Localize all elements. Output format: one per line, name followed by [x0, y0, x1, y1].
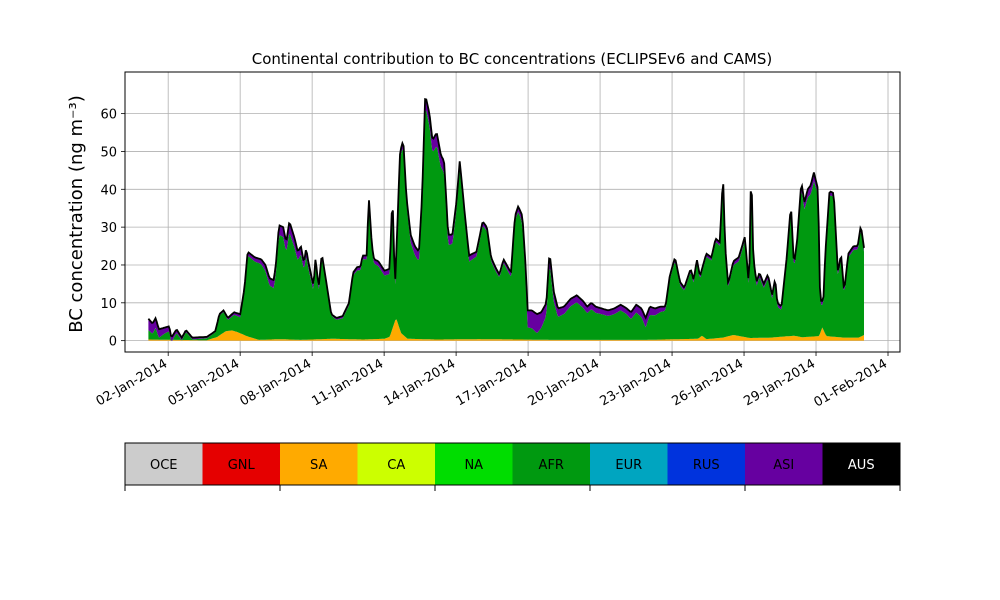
legend-label-eur: EUR — [615, 458, 642, 473]
legend-label-rus: RUS — [693, 458, 720, 473]
colorbar-legend: OCE GNL SA CA NA AFR EUR RUS ASI AUS — [124, 442, 901, 491]
legend-swatch-na — [435, 443, 513, 485]
legend-label-ca: CA — [387, 458, 405, 473]
x-tick-label: 01-Feb-2014 — [811, 356, 890, 410]
x-tick-label: 05-Jan-2014 — [166, 356, 243, 409]
x-tick-label: 14-Jan-2014 — [382, 356, 459, 409]
grid — [125, 72, 900, 352]
legend-label-oce: OCE — [150, 458, 178, 473]
legend-label-na: NA — [464, 458, 483, 473]
x-tick-label: 08-Jan-2014 — [238, 356, 315, 409]
legend-label-sa: SA — [310, 458, 327, 473]
plot-areas — [147, 98, 865, 341]
legend-label-afr: AFR — [539, 458, 564, 473]
x-tick-label: 02-Jan-2014 — [94, 356, 171, 409]
x-tick-label: 17-Jan-2014 — [454, 356, 531, 409]
legend-label-asi: ASI — [773, 458, 794, 473]
y-tick-label: 0 — [109, 335, 117, 350]
legend-swatch-gnl — [202, 443, 280, 485]
y-axis-label: BC concentration (ng m⁻³) — [66, 95, 87, 333]
legend-swatch-aus — [822, 443, 900, 485]
legend-swatch-sa — [280, 443, 358, 485]
x-tick-label: 20-Jan-2014 — [525, 356, 602, 409]
plot-frame — [124, 71, 901, 353]
y-tick-label: 40 — [100, 183, 117, 198]
y-tick-label: 50 — [100, 145, 117, 160]
y-tick-label: 10 — [100, 297, 117, 312]
legend-swatch-oce — [125, 443, 203, 485]
legend-label-aus: AUS — [848, 458, 875, 473]
x-tick-label: 29-Jan-2014 — [741, 356, 818, 409]
y-tick-label: 30 — [100, 221, 117, 236]
y-tick-label: 20 — [100, 259, 117, 274]
series-area-afr — [148, 110, 864, 341]
chart-title: Continental contribution to BC concentra… — [252, 50, 773, 68]
legend-swatch-afr — [512, 443, 590, 485]
x-tick-label: 26-Jan-2014 — [669, 356, 746, 409]
x-tick-label: 23-Jan-2014 — [597, 356, 674, 409]
legend-frame — [124, 442, 901, 486]
legend-swatch-ca — [357, 443, 435, 485]
series-area-sa — [148, 319, 864, 341]
legend-swatch-eur — [590, 443, 668, 485]
y-tick-label: 60 — [100, 108, 117, 123]
legend-swatch-rus — [667, 443, 745, 485]
legend-label-gnl: GNL — [228, 458, 256, 473]
series-line-total — [147, 98, 865, 340]
legend-swatch-asi — [745, 443, 823, 485]
axes: 0 10 20 30 40 50 60 02-Jan-201405-Jan-201408-Ja… — [94, 71, 901, 410]
x-tick-label: 11-Jan-2014 — [310, 356, 387, 409]
